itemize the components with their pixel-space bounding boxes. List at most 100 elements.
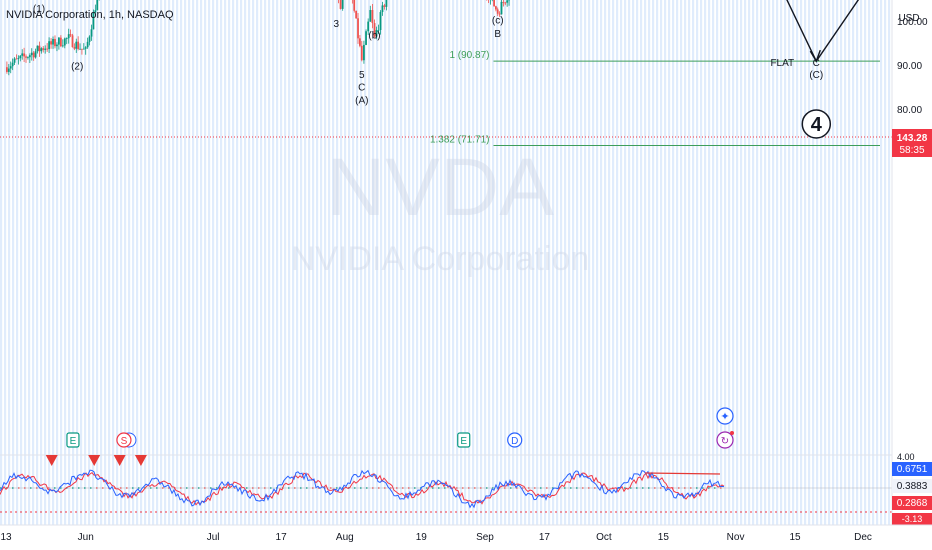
sell-arrow-icon xyxy=(113,455,126,466)
osc-histogram-bar xyxy=(78,487,80,489)
time-axis[interactable]: 13 Jun Jul 17 Aug 19 Sep 17 Oct 15 Nov 15 Dec xyxy=(0,532,871,543)
osc-value-badge xyxy=(892,479,932,493)
candles xyxy=(6,0,510,76)
osc-histogram-bar xyxy=(102,487,104,489)
candle-body xyxy=(500,1,503,15)
osc-histogram-bar xyxy=(252,487,254,489)
oscillator-pane xyxy=(0,469,892,509)
osc-histogram-bar xyxy=(678,487,680,489)
candle-body xyxy=(75,41,78,49)
osc-histogram-bar xyxy=(30,487,32,489)
candle-body xyxy=(77,41,80,49)
osc-histogram-bar xyxy=(714,487,716,489)
candle-body xyxy=(32,52,35,58)
osc-histogram-bar xyxy=(138,487,140,489)
candle-body xyxy=(367,21,370,32)
candle-body xyxy=(359,38,361,46)
osc-histogram-bar xyxy=(480,487,482,489)
candle-body xyxy=(42,48,45,50)
symbol-title[interactable]: NVIDIA Corporation, 1h, NASDAQ xyxy=(6,9,174,21)
candle-body xyxy=(506,0,509,3)
time-tick: 17 xyxy=(539,532,551,543)
osc-histogram-bar xyxy=(126,487,128,489)
bar-countdown: 58:35 xyxy=(899,145,924,156)
osc-histogram-bar xyxy=(360,487,362,489)
candle-body xyxy=(92,12,95,30)
osc-histogram-bar xyxy=(516,487,518,489)
time-axis-bg xyxy=(0,525,932,550)
candle-body xyxy=(360,45,363,61)
osc-histogram-bar xyxy=(474,487,476,489)
osc-histogram-bar xyxy=(648,487,650,489)
osc-histogram-bar xyxy=(594,487,596,489)
candle-body xyxy=(9,66,12,69)
osc-histogram-bar xyxy=(426,487,428,489)
candle-body xyxy=(11,62,14,67)
osc-histogram-bar xyxy=(150,487,152,489)
wave-circle-label: 4 xyxy=(811,114,823,136)
osc-histogram-bar xyxy=(168,487,170,489)
svg-text:↻: ↻ xyxy=(721,436,729,447)
signal-marker-label: D xyxy=(511,436,518,447)
price-tick: 100.00 xyxy=(897,17,928,28)
signal-marker-label: S xyxy=(121,436,128,447)
candle-body xyxy=(373,23,376,37)
osc-histogram-bar xyxy=(90,487,92,489)
candle-body xyxy=(50,41,52,45)
osc-histogram-bar xyxy=(552,487,554,489)
currency-label[interactable]: USD xyxy=(898,13,919,24)
wave-label: C xyxy=(358,83,365,94)
osc-histogram-bar xyxy=(306,487,308,489)
candle-body xyxy=(502,1,505,3)
osc-histogram-bar xyxy=(180,487,182,489)
osc-value-3: 0.2868 xyxy=(897,498,928,509)
candle-body xyxy=(54,38,56,47)
alert-add-icon[interactable]: ✦ xyxy=(716,407,734,425)
osc-signal-line xyxy=(0,472,725,506)
replay-icon[interactable]: ↻ xyxy=(716,431,734,449)
candle-body xyxy=(86,41,89,48)
osc-histogram-bar xyxy=(396,487,398,489)
projection-arrowhead xyxy=(809,49,821,63)
candle-body xyxy=(94,10,97,13)
fib-label: 1.382 (71.71) xyxy=(430,134,490,145)
candle-body xyxy=(504,2,507,4)
osc-value-badge xyxy=(892,462,932,476)
candle-body xyxy=(379,12,382,30)
wave-label: (1) xyxy=(33,4,45,15)
osc-histogram-bar xyxy=(120,487,122,489)
symbol-watermark: NVDA NVIDIA Corporation xyxy=(291,142,590,278)
candle-body xyxy=(82,48,85,50)
candle-body xyxy=(25,56,27,58)
candle-body xyxy=(341,0,344,9)
osc-histogram-bar xyxy=(696,487,698,489)
osc-histogram-bar xyxy=(36,487,38,489)
candle-body xyxy=(44,48,47,50)
candle-body xyxy=(17,58,20,59)
signal-marker-label: E xyxy=(70,436,77,447)
osc-histogram-bar xyxy=(666,487,668,489)
wave-label: (C) xyxy=(809,70,823,81)
osc-axis-bottom: -3.13 xyxy=(902,514,923,524)
candle-body xyxy=(28,55,31,58)
osc-histogram-bar xyxy=(636,487,638,489)
candle-body xyxy=(357,18,359,39)
osc-histogram-bar xyxy=(162,487,164,489)
price-axis[interactable]: 160.00150.00140.00130.00120.00110.00100.… xyxy=(892,0,932,525)
osc-histogram-bar xyxy=(414,487,416,489)
time-tick: 13 xyxy=(0,532,12,543)
osc-histogram-bar xyxy=(96,487,98,489)
candle-body xyxy=(79,48,81,50)
osc-histogram-bar xyxy=(354,487,356,489)
candle-body xyxy=(71,35,74,48)
candle-body xyxy=(59,37,62,47)
price-tick: 90.00 xyxy=(897,61,922,72)
osc-histogram-bar xyxy=(630,487,632,489)
osc-value-badge xyxy=(892,496,932,510)
candle-body xyxy=(27,57,29,59)
sell-arrow-icon xyxy=(45,455,58,466)
osc-histogram-bar xyxy=(204,487,206,489)
signal-marker xyxy=(457,432,471,448)
